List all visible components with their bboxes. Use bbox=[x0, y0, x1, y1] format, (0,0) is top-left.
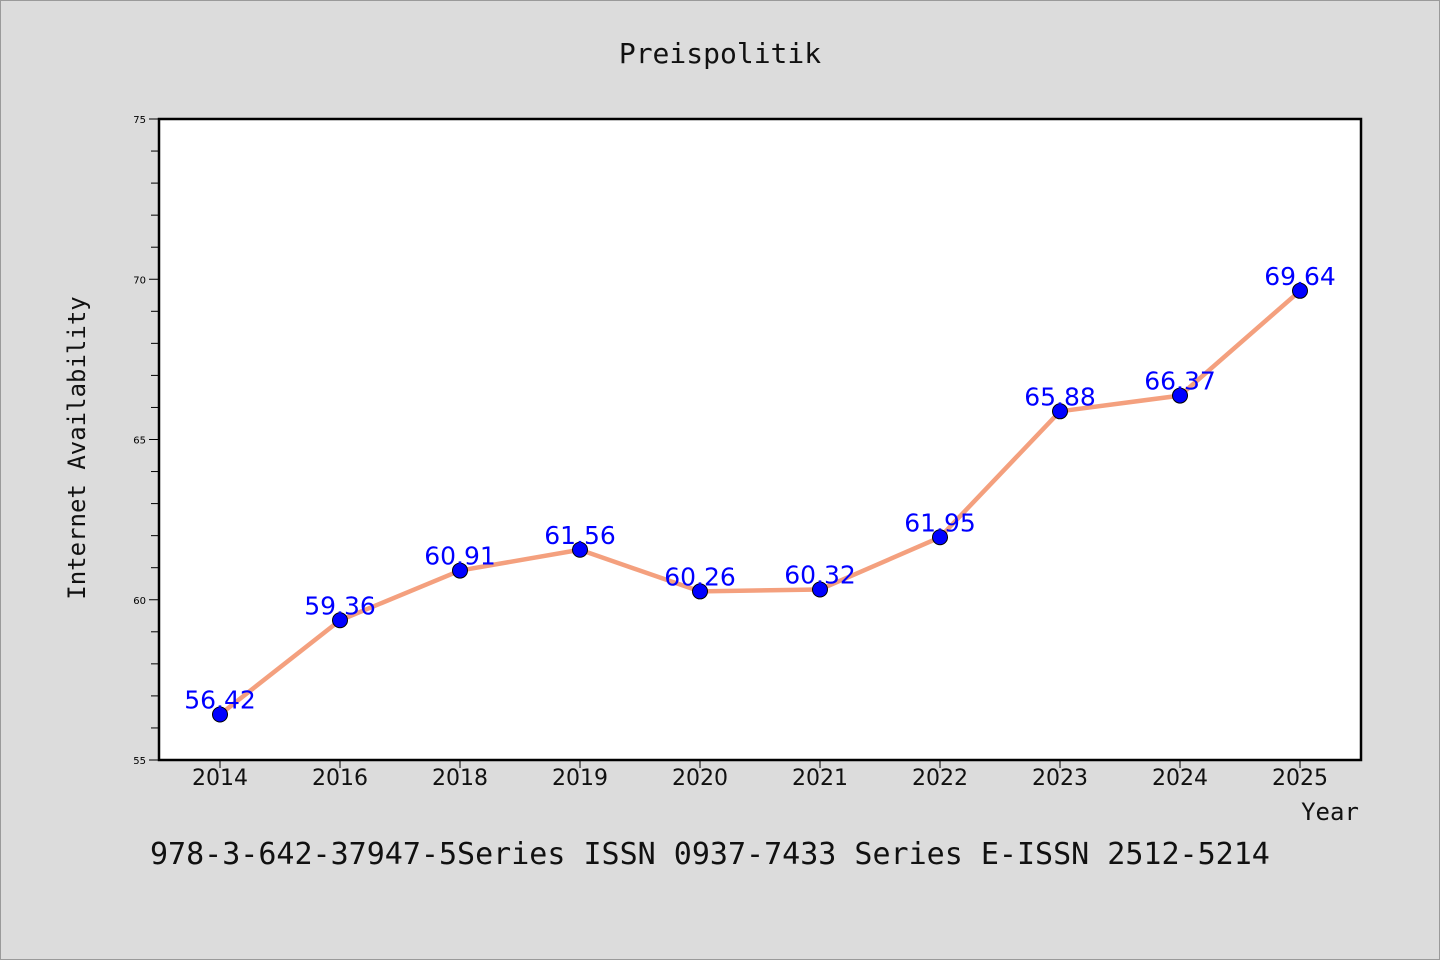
x-tick-label: 2018 bbox=[432, 766, 488, 791]
x-tick-label: 2016 bbox=[312, 766, 368, 791]
x-tick-label: 2025 bbox=[1272, 766, 1328, 791]
data-point bbox=[452, 562, 468, 579]
x-tick-label: 2024 bbox=[1152, 766, 1208, 791]
data-point bbox=[212, 706, 228, 723]
y-tick-label: 75 bbox=[133, 115, 146, 126]
y-axis: 55 60 65 70 75 bbox=[133, 115, 159, 767]
chart-title: Preispolitik bbox=[619, 37, 821, 70]
y-tick-label: 70 bbox=[133, 275, 146, 286]
footer-isbn-issn: 978-3-642-37947-5Series ISSN 0937-7433 S… bbox=[150, 837, 1270, 872]
x-tick-label: 2014 bbox=[192, 766, 248, 791]
data-point bbox=[332, 612, 348, 629]
y-tick-label: 65 bbox=[133, 436, 146, 447]
data-label: 60.26 bbox=[664, 562, 736, 591]
data-label: 65.88 bbox=[1024, 382, 1096, 411]
x-tick-label: 2021 bbox=[792, 766, 848, 791]
data-point bbox=[1172, 387, 1188, 404]
data-point bbox=[1292, 282, 1308, 299]
x-tick-label: 2023 bbox=[1032, 766, 1088, 791]
data-label: 66.37 bbox=[1144, 367, 1216, 396]
data-label: 60.32 bbox=[784, 560, 856, 589]
data-label: 69.64 bbox=[1264, 262, 1336, 291]
x-axis-title: Year bbox=[1301, 798, 1359, 826]
data-label: 56.42 bbox=[184, 685, 256, 714]
data-point bbox=[692, 583, 708, 600]
data-point bbox=[932, 529, 948, 546]
y-tick-label: 55 bbox=[133, 756, 146, 767]
data-label: 61.56 bbox=[544, 521, 616, 550]
plot-area bbox=[157, 117, 1363, 762]
x-tick-label: 2020 bbox=[672, 766, 728, 791]
series-layer: 56.42 59.36 60.91 61.56 60.26 60.32 61.95 65.88… bbox=[184, 262, 1336, 723]
x-tick-label: 2019 bbox=[552, 766, 608, 791]
data-point bbox=[572, 541, 588, 558]
y-axis-title: Internet Availability bbox=[63, 296, 91, 599]
data-point bbox=[812, 581, 828, 598]
y-tick-label: 60 bbox=[133, 596, 146, 607]
data-label: 59.36 bbox=[304, 591, 376, 620]
data-label: 60.91 bbox=[424, 542, 496, 571]
series-line bbox=[217, 288, 1303, 717]
data-point bbox=[1052, 403, 1068, 420]
data-label: 61.95 bbox=[904, 508, 976, 537]
x-axis: 2014 2016 2018 2019 2020 2021 2022 2023 2024 2025 bbox=[192, 760, 1328, 791]
x-tick-label: 2022 bbox=[912, 766, 968, 791]
